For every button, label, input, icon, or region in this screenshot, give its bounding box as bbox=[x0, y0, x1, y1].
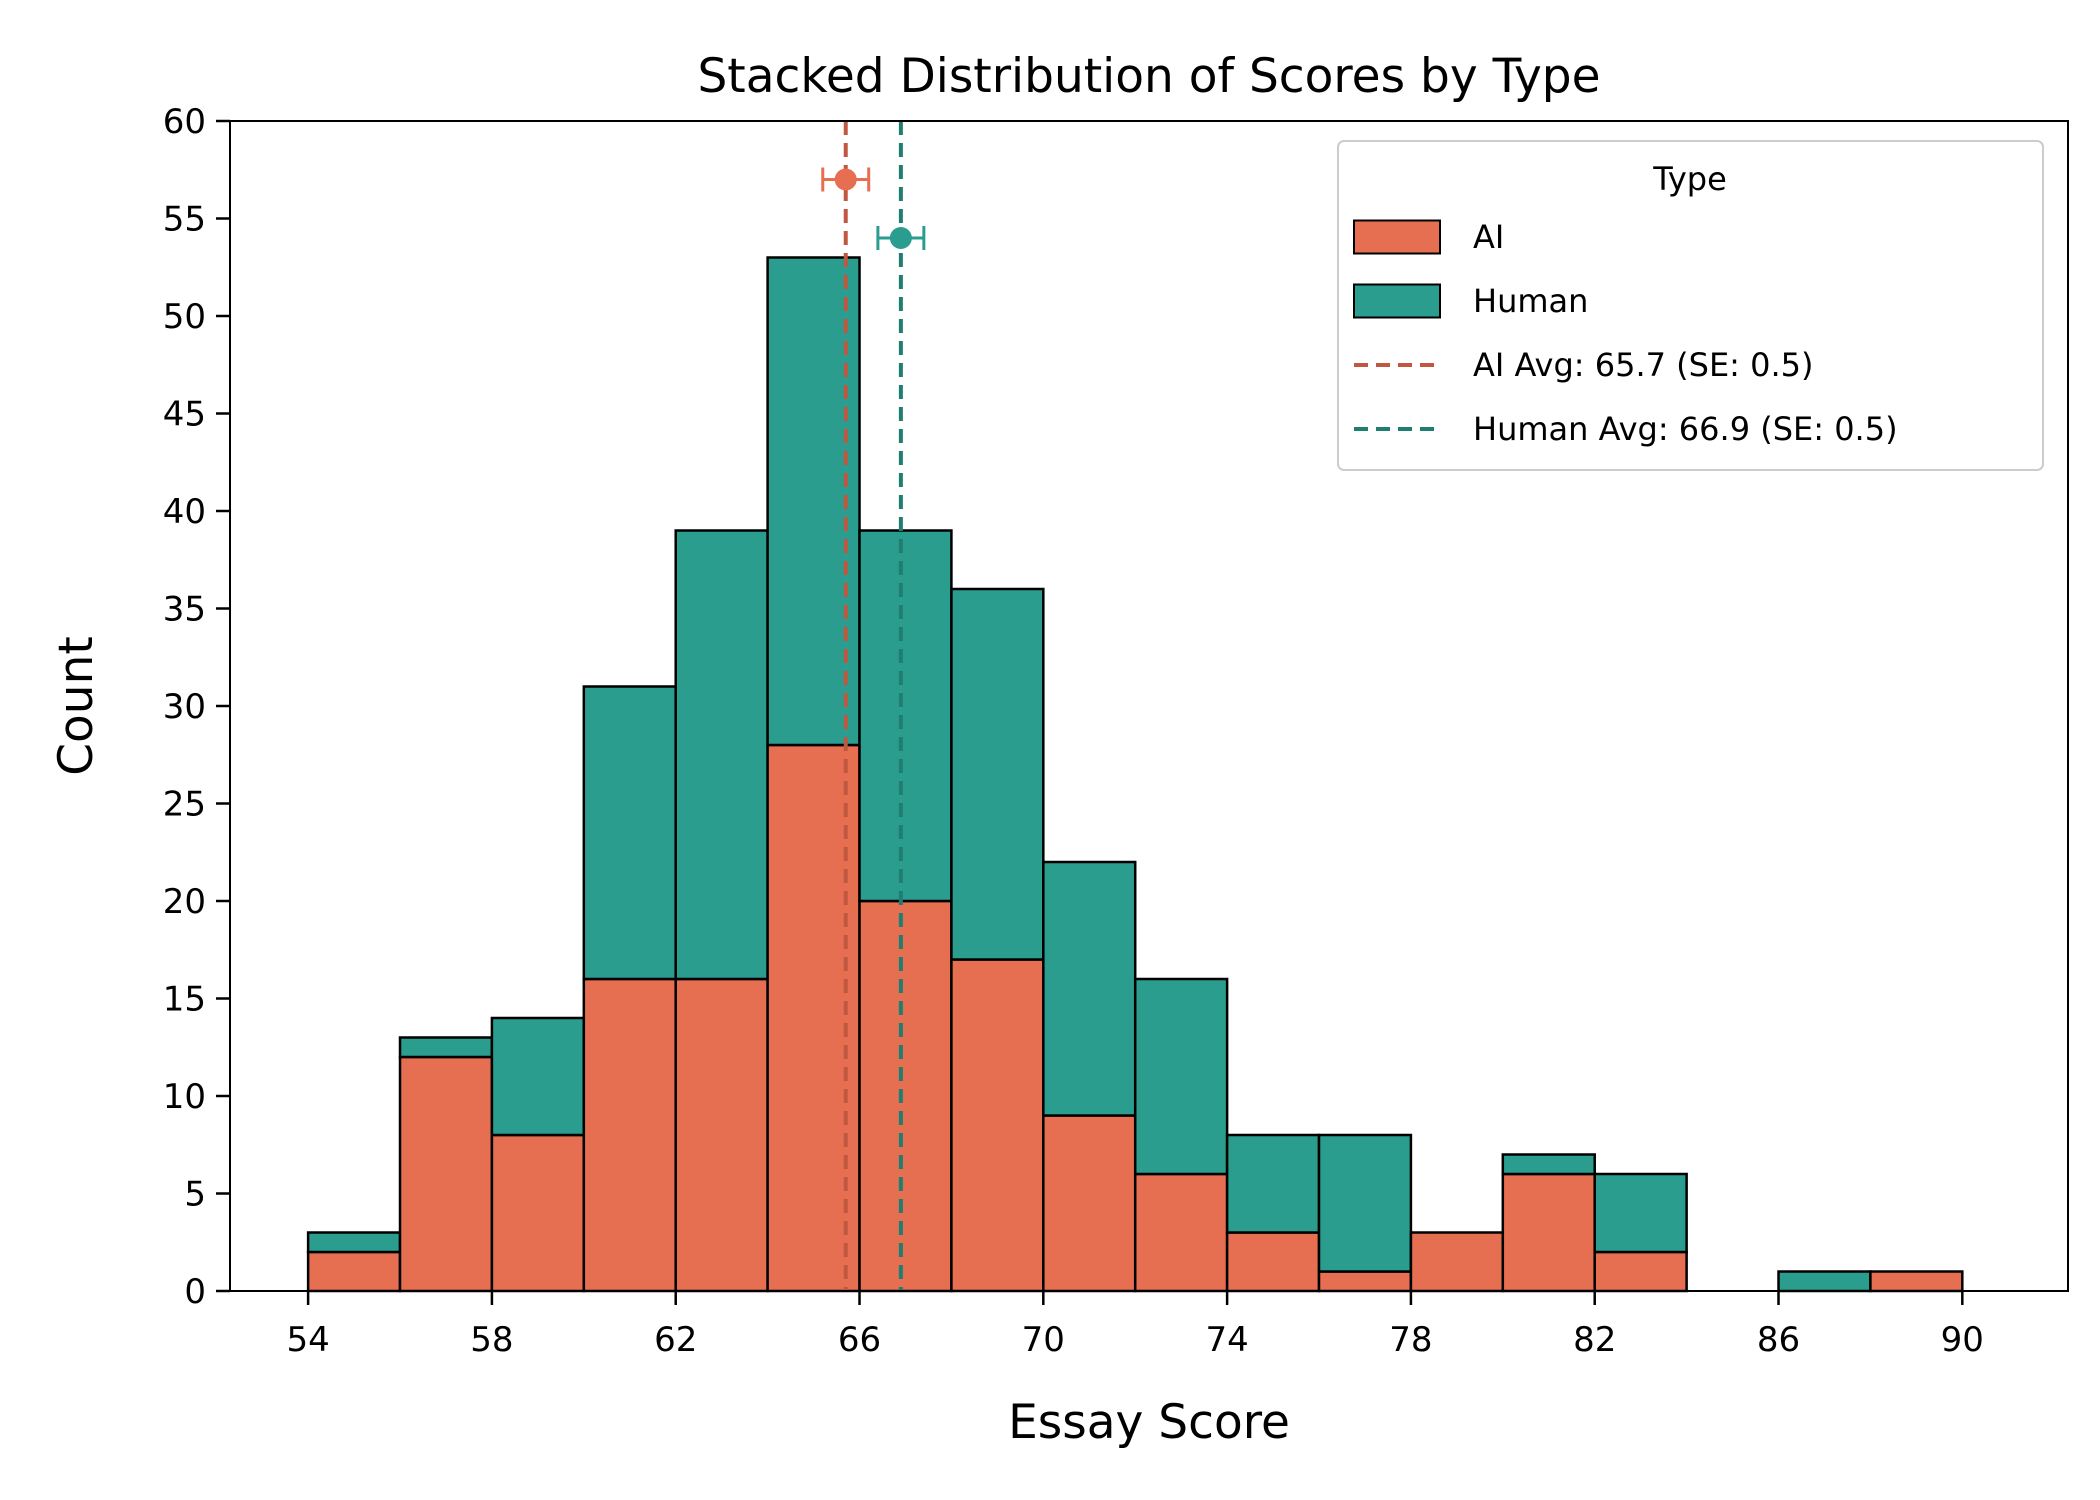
bar-human-80 bbox=[1501, 1153, 1596, 1176]
legend-label-ai-avg: AI Avg: 65.7 (SE: 0.5) bbox=[1473, 346, 1813, 384]
bar-ai-76 bbox=[1317, 1270, 1413, 1293]
x-tick-label: 62 bbox=[654, 1320, 697, 1360]
bar-ai-74 bbox=[1225, 1231, 1321, 1293]
bar-ai-82 bbox=[1593, 1250, 1688, 1293]
x-tick-label: 90 bbox=[1941, 1320, 1984, 1360]
bar-human-72 bbox=[1133, 977, 1229, 1176]
legend: Type AI Human AI Avg: 65.7 (SE: 0.5) Hum… bbox=[1337, 140, 2044, 471]
bar-human-66 bbox=[858, 529, 953, 903]
avg-marker-0 bbox=[834, 168, 857, 191]
y-tick-label: 25 bbox=[163, 785, 206, 825]
bar-ai-68 bbox=[950, 958, 1045, 1293]
y-tick-label: 50 bbox=[163, 297, 206, 337]
bar-human-86 bbox=[1777, 1270, 1872, 1293]
bar-ai-66 bbox=[858, 899, 953, 1293]
bar-human-56 bbox=[398, 1036, 494, 1059]
legend-label-ai: AI bbox=[1473, 218, 1504, 256]
legend-label-human: Human bbox=[1473, 282, 1588, 320]
y-tick-label: 40 bbox=[163, 492, 206, 532]
legend-label-human-avg: Human Avg: 66.9 (SE: 0.5) bbox=[1473, 410, 1898, 448]
bar-ai-60 bbox=[582, 977, 677, 1293]
bar-human-76 bbox=[1317, 1133, 1413, 1273]
bar-ai-80 bbox=[1501, 1172, 1596, 1293]
bar-ai-72 bbox=[1133, 1172, 1229, 1293]
y-tick-label: 0 bbox=[184, 1272, 206, 1312]
bars-layer bbox=[306, 256, 1964, 1293]
bar-human-62 bbox=[674, 529, 769, 981]
x-tick-label: 78 bbox=[1389, 1320, 1432, 1360]
y-tick-label: 15 bbox=[163, 980, 206, 1020]
x-tick-label: 70 bbox=[1022, 1320, 1065, 1360]
legend-swatch-human bbox=[1353, 283, 1441, 319]
bar-human-74 bbox=[1225, 1133, 1321, 1234]
y-tick-label: 20 bbox=[163, 882, 206, 922]
y-axis: 0 5 10 15 20 25 30 35 40 45 50 55 60 bbox=[163, 102, 230, 1312]
bar-human-82 bbox=[1593, 1172, 1688, 1254]
x-tick-label: 66 bbox=[838, 1320, 881, 1360]
bar-ai-54 bbox=[306, 1250, 402, 1293]
chart-title: Stacked Distribution of Scores by Type bbox=[697, 49, 1600, 104]
bar-human-58 bbox=[490, 1016, 586, 1137]
bar-human-70 bbox=[1042, 860, 1137, 1117]
reference-lines-layer bbox=[821, 121, 926, 1291]
bar-ai-56 bbox=[398, 1055, 494, 1293]
bar-ai-78 bbox=[1409, 1231, 1505, 1293]
bar-ai-88 bbox=[1869, 1270, 1964, 1293]
y-tick-label: 55 bbox=[163, 200, 206, 240]
x-tick-label: 74 bbox=[1205, 1320, 1248, 1360]
bar-ai-70 bbox=[1042, 1114, 1137, 1293]
bar-human-54 bbox=[306, 1231, 402, 1254]
y-axis-title: Count bbox=[49, 636, 104, 776]
bar-human-60 bbox=[582, 685, 677, 981]
avg-marker-1 bbox=[889, 227, 912, 249]
legend-title: Type bbox=[1652, 160, 1727, 198]
x-tick-label: 58 bbox=[470, 1320, 513, 1360]
x-tick-label: 54 bbox=[286, 1320, 329, 1360]
bar-ai-58 bbox=[490, 1133, 586, 1293]
x-axis-title: Essay Score bbox=[1008, 1395, 1290, 1450]
x-axis: 54 58 62 66 70 74 78 82 86 90 bbox=[286, 1291, 1984, 1360]
x-tick-label: 86 bbox=[1757, 1320, 1800, 1360]
legend-box bbox=[1337, 140, 2044, 471]
y-tick-label: 10 bbox=[163, 1077, 206, 1117]
x-tick-label: 82 bbox=[1573, 1320, 1616, 1360]
bar-human-68 bbox=[950, 587, 1045, 961]
bar-ai-62 bbox=[674, 977, 769, 1293]
y-tick-label: 5 bbox=[184, 1175, 206, 1215]
y-tick-label: 35 bbox=[163, 590, 206, 630]
y-tick-label: 30 bbox=[163, 687, 206, 727]
legend-swatch-ai bbox=[1353, 219, 1441, 255]
y-tick-label: 45 bbox=[163, 395, 206, 435]
y-tick-label: 60 bbox=[163, 102, 206, 142]
